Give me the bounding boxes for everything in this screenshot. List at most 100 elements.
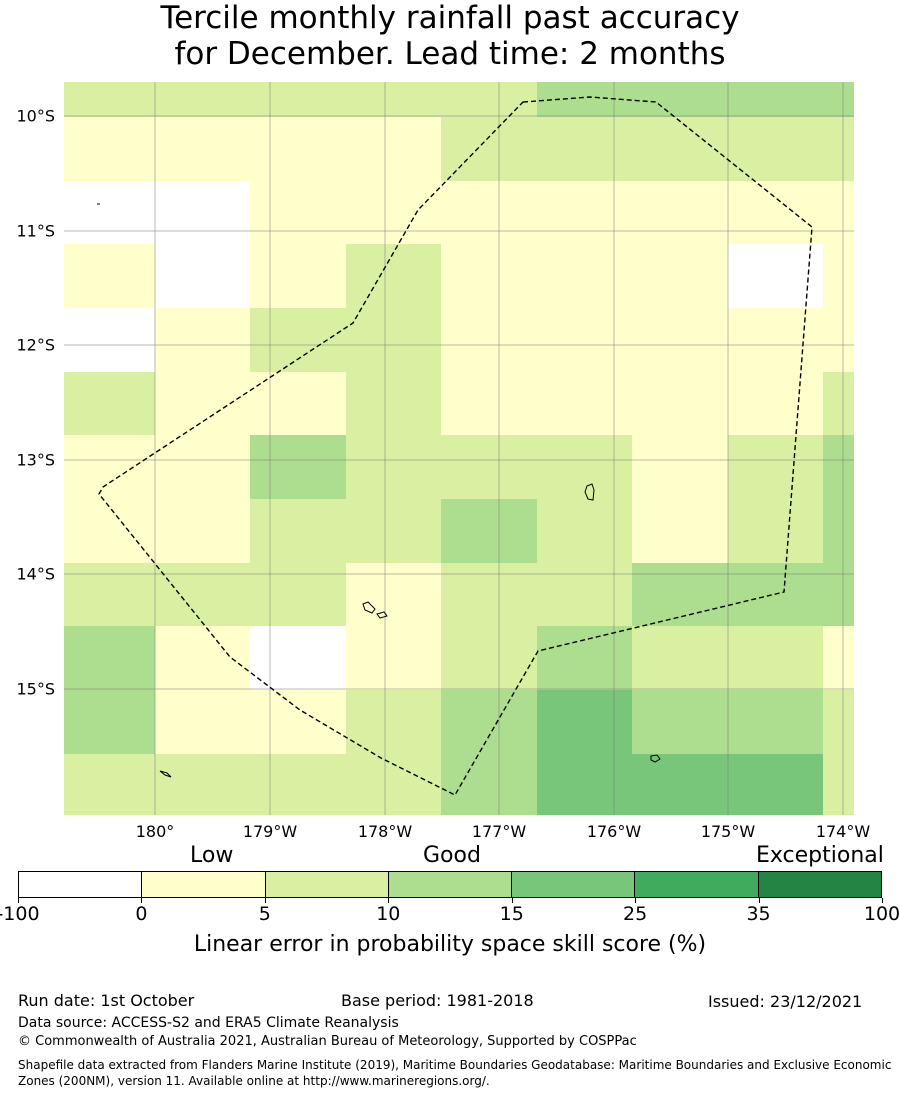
- colorbar-tick: [882, 898, 883, 903]
- skill-cell: [537, 244, 632, 308]
- skill-cell: [64, 563, 155, 626]
- skill-cell: [632, 626, 728, 690]
- longitude-label: 175°W: [700, 822, 756, 841]
- legend-category-low: Low: [190, 843, 234, 868]
- skill-cell: [823, 308, 854, 372]
- skill-cell: [346, 117, 441, 181]
- colorbar-label: Linear error in probability space skill …: [193, 932, 707, 957]
- data-source: Data source: ACCESS-S2 and ERA5 Climate …: [18, 1015, 399, 1031]
- skill-cell: [346, 308, 441, 372]
- skill-cell: [250, 563, 346, 626]
- skill-cell: [250, 372, 346, 435]
- skill-cell: [346, 499, 441, 563]
- skill-cell: [728, 308, 823, 372]
- skill-cell: [155, 82, 250, 117]
- skill-cell: [64, 244, 155, 308]
- skill-cell: [632, 372, 728, 435]
- skill-cell: [155, 117, 250, 181]
- colorbar-segment: [19, 872, 143, 897]
- skill-cell: [632, 690, 728, 754]
- skill-cell: [441, 372, 537, 435]
- skill-cell: [632, 244, 728, 308]
- skill-cell: [441, 626, 537, 690]
- skill-cell: [441, 181, 537, 244]
- longitude-label: 176°W: [586, 822, 642, 841]
- base-period: Base period: 1981-2018: [341, 991, 534, 1010]
- colorbar-tick-label: 25: [623, 903, 648, 925]
- skill-cell: [250, 754, 346, 815]
- skill-cell: [537, 754, 632, 815]
- colorbar-tick: [141, 898, 143, 903]
- skill-cell: [537, 626, 632, 690]
- skill-cell: [823, 754, 854, 815]
- colorbar-tick: [635, 898, 637, 903]
- skill-cell: [537, 563, 632, 626]
- latitude-label: 11°S: [16, 221, 55, 241]
- colorbar-tick-label: 15: [499, 903, 524, 925]
- skill-cell: [823, 117, 854, 181]
- skill-cell: [155, 181, 250, 244]
- island-outline: [159, 770, 172, 778]
- skill-cell: [823, 435, 854, 499]
- island-outline: [584, 483, 595, 501]
- colorbar-tick-label: 100: [863, 903, 900, 925]
- skill-cell: [537, 117, 632, 181]
- skill-cell: [346, 435, 441, 499]
- skill-cell: [728, 499, 823, 563]
- skill-cell: [250, 117, 346, 181]
- colorbar: [18, 871, 882, 898]
- skill-cell: [155, 754, 250, 815]
- skill-cell: [346, 754, 441, 815]
- skill-cells: [64, 82, 854, 815]
- skill-cell: [64, 308, 155, 372]
- island-outline: [362, 601, 376, 614]
- skill-cell: [155, 626, 250, 690]
- skill-cell: [823, 690, 854, 754]
- skill-cell: [64, 626, 155, 690]
- skill-cell: [346, 563, 441, 626]
- longitude-label: 180°: [135, 822, 175, 841]
- skill-cell: [632, 82, 728, 117]
- skill-cell: [728, 372, 823, 435]
- skill-cell: [632, 181, 728, 244]
- colorbar-tick: [18, 898, 19, 903]
- skill-cell: [250, 626, 346, 690]
- colorbar-tick-label: 10: [376, 903, 401, 925]
- skill-cell: [632, 435, 728, 499]
- skill-cell: [441, 754, 537, 815]
- skill-cell: [537, 308, 632, 372]
- skill-cell: [441, 690, 537, 754]
- colorbar-tick-label: 35: [746, 903, 771, 925]
- colorbar-tick: [264, 898, 266, 903]
- skill-cell: [155, 499, 250, 563]
- colorbar-tick-label: 0: [135, 903, 148, 925]
- skill-cell: [346, 372, 441, 435]
- skill-cell: [441, 117, 537, 181]
- run-date: Run date: 1st October: [18, 991, 195, 1010]
- colorbar-segment: [265, 872, 389, 897]
- longitude-label: 179°W: [242, 822, 298, 841]
- skill-cell: [64, 435, 155, 499]
- skill-map: [64, 82, 854, 815]
- skill-cell: [728, 181, 823, 244]
- skill-cell: [537, 435, 632, 499]
- skill-cell: [250, 244, 346, 308]
- longitude-label: 177°W: [471, 822, 527, 841]
- skill-cell: [537, 82, 632, 117]
- legend-category-good: Good: [423, 843, 481, 868]
- skill-cell: [64, 499, 155, 563]
- latitude-label: 12°S: [16, 335, 55, 355]
- skill-cell: [250, 308, 346, 372]
- skill-cell: [632, 563, 728, 626]
- skill-cell: [64, 82, 155, 117]
- latitude-label: 10°S: [16, 106, 55, 126]
- skill-cell: [250, 499, 346, 563]
- skill-cell: [64, 754, 155, 815]
- skill-cell: [728, 244, 823, 308]
- skill-cell: [441, 308, 537, 372]
- skill-cell: [537, 181, 632, 244]
- colorbar-tick-label: 5: [258, 903, 271, 925]
- colorbar-tick: [388, 898, 390, 903]
- skill-cell: [250, 435, 346, 499]
- legend-category-exceptional: Exceptional: [756, 843, 884, 868]
